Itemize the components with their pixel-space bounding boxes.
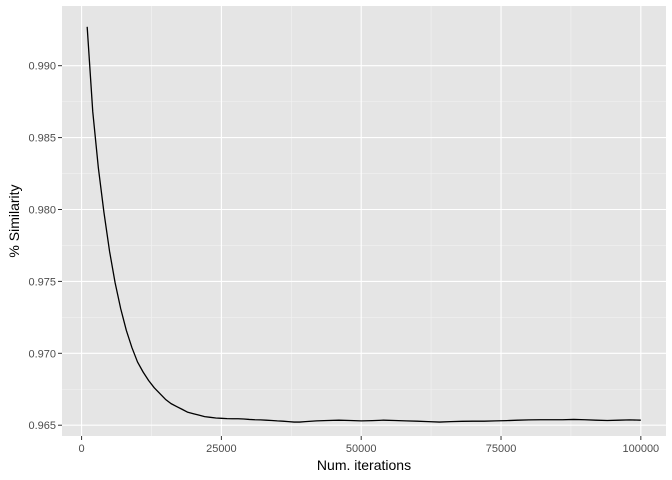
y-tick-label: 0.980 xyxy=(28,204,56,216)
x-tick-label: 50000 xyxy=(346,443,377,455)
y-tick-label: 0.965 xyxy=(28,420,56,432)
panel-background xyxy=(62,6,666,436)
y-axis-title: % Similarity xyxy=(6,184,22,257)
series-layer xyxy=(86,26,641,423)
y-axis-ticks: 0.965 0.970 0.975 0.980 0.985 0.990 xyxy=(28,61,62,432)
x-tick-label: 25000 xyxy=(206,443,237,455)
x-tick-label: 100000 xyxy=(622,443,659,455)
y-tick-label: 0.970 xyxy=(28,348,56,360)
x-tick-label: 75000 xyxy=(486,443,517,455)
x-tick-label: 0 xyxy=(79,443,85,455)
minor-gridlines xyxy=(62,6,666,436)
x-axis-ticks: 0 25000 50000 75000 100000 xyxy=(79,436,659,455)
x-axis-title: Num. iterations xyxy=(317,457,411,473)
y-tick-label: 0.985 xyxy=(28,133,56,145)
y-tick-label: 0.990 xyxy=(28,61,56,73)
y-tick-label: 0.975 xyxy=(28,276,56,288)
major-gridlines xyxy=(62,6,666,436)
series-line xyxy=(86,26,641,423)
